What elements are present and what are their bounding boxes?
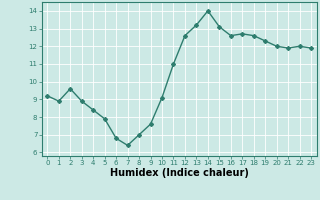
- X-axis label: Humidex (Indice chaleur): Humidex (Indice chaleur): [110, 168, 249, 178]
